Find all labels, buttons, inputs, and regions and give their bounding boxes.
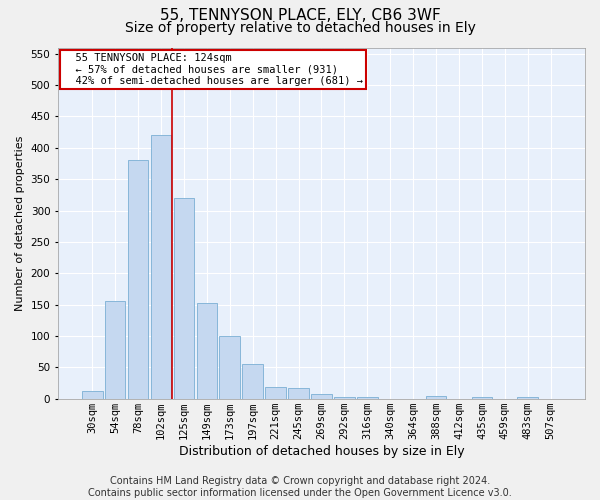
Bar <box>288 388 309 398</box>
Bar <box>197 304 217 398</box>
Bar <box>105 302 125 398</box>
Bar <box>128 160 148 398</box>
X-axis label: Distribution of detached houses by size in Ely: Distribution of detached houses by size … <box>179 444 464 458</box>
Bar <box>334 397 355 398</box>
Bar <box>242 364 263 398</box>
Bar <box>426 396 446 398</box>
Text: 55 TENNYSON PLACE: 124sqm
  ← 57% of detached houses are smaller (931)
  42% of : 55 TENNYSON PLACE: 124sqm ← 57% of detac… <box>63 53 363 86</box>
Bar <box>311 394 332 398</box>
Y-axis label: Number of detached properties: Number of detached properties <box>15 136 25 311</box>
Bar <box>265 388 286 398</box>
Bar <box>357 397 377 398</box>
Text: 55, TENNYSON PLACE, ELY, CB6 3WF: 55, TENNYSON PLACE, ELY, CB6 3WF <box>160 8 440 22</box>
Bar <box>151 136 172 398</box>
Bar <box>220 336 240 398</box>
Bar <box>173 198 194 398</box>
Text: Contains HM Land Registry data © Crown copyright and database right 2024.
Contai: Contains HM Land Registry data © Crown c… <box>88 476 512 498</box>
Text: Size of property relative to detached houses in Ely: Size of property relative to detached ho… <box>125 21 475 35</box>
Bar <box>82 390 103 398</box>
